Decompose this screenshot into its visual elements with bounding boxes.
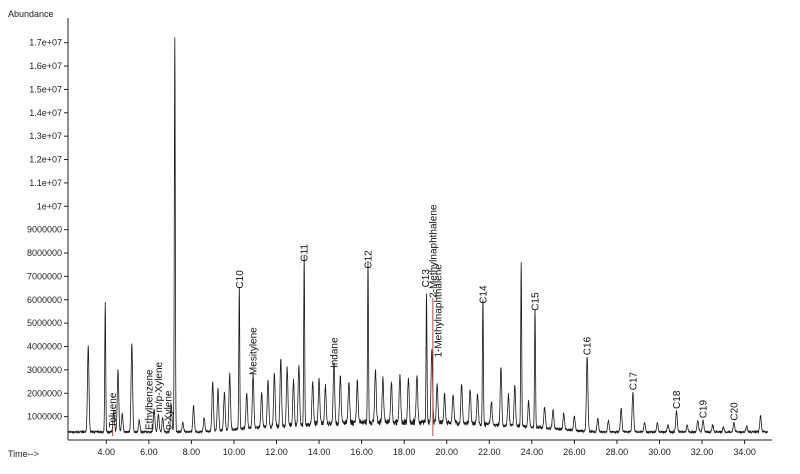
peak-label: C11	[300, 244, 311, 262]
x-tick-label: 20.00	[435, 447, 458, 457]
peak-label: C13	[421, 269, 432, 288]
y-tick-label: 1e+07	[37, 201, 62, 211]
x-tick-label: 6.00	[140, 447, 158, 457]
x-tick-label: 14.00	[308, 447, 331, 457]
x-tick-label: 18.00	[393, 447, 416, 457]
y-tick-label: 9000000	[27, 225, 62, 235]
y-tick-label: 3000000	[27, 365, 62, 375]
y-tick-label: 2000000	[27, 388, 62, 398]
peak-label: Mesitylene	[249, 327, 260, 375]
peak-label: C20	[729, 402, 740, 421]
y-tick-label: 6000000	[27, 295, 62, 305]
peak-label: Indane	[329, 337, 340, 368]
y-tick-label: 1.1e+07	[29, 178, 62, 188]
y-tick-label: 5000000	[27, 318, 62, 328]
peak-label: C15	[531, 292, 542, 311]
peak-label: C16	[583, 336, 594, 355]
x-tick-label: 24.00	[521, 447, 544, 457]
peak-label: 1-Methylnaphthalene	[434, 264, 445, 358]
y-tick-label: 8000000	[27, 248, 62, 258]
y-ticks: 1000000 2000000 3000000 4000000 5000000 60000…	[27, 38, 68, 422]
peak-label: C14	[478, 285, 489, 304]
y-tick-label: 1.4e+07	[29, 108, 62, 118]
x-tick-label: 34.00	[733, 447, 756, 457]
peak-label: C19	[699, 400, 710, 419]
peak-label: 2-Methylnaphthalene	[428, 204, 439, 298]
x-tick-label: 28.00	[606, 447, 629, 457]
peak-label: C10	[235, 270, 246, 289]
y-tick-label: 4000000	[27, 342, 62, 352]
peak-label: o-Xylene	[164, 390, 175, 430]
peak-label: Ethylbenzene	[144, 369, 155, 430]
y-tick-label: 1.6e+07	[29, 61, 62, 71]
x-tick-label: 32.00	[691, 447, 714, 457]
x-tick-label: 26.00	[563, 447, 586, 457]
peak-label: C12	[364, 250, 375, 269]
x-ticks: 4.00 6.00 8.00 10.00 12.00 14.00 16.00 18.00 20.…	[98, 440, 756, 457]
y-axis-title: Abundance	[8, 9, 54, 19]
y-tick-label: 7000000	[27, 271, 62, 281]
x-tick-label: 4.00	[98, 447, 116, 457]
peak-label: Toluene	[108, 392, 119, 427]
y-tick-label: 1000000	[27, 412, 62, 422]
x-tick-label: 12.00	[265, 447, 288, 457]
x-tick-label: 10.00	[223, 447, 246, 457]
x-tick-label: 22.00	[478, 447, 501, 457]
peak-label: C17	[628, 371, 639, 390]
peak-label: C18	[672, 390, 683, 409]
x-tick-label: 16.00	[350, 447, 373, 457]
y-tick-label: 1.2e+07	[29, 155, 62, 165]
x-tick-label: 8.00	[183, 447, 201, 457]
x-axis-title: Time-->	[8, 449, 39, 459]
y-tick-label: 1.5e+07	[29, 84, 62, 94]
chromatogram-trace	[67, 37, 768, 435]
y-tick-label: 1.7e+07	[29, 38, 62, 48]
y-tick-label: 1.3e+07	[29, 131, 62, 141]
peak-label: m/p-Xylene	[154, 361, 165, 412]
x-tick-label: 30.00	[648, 447, 671, 457]
